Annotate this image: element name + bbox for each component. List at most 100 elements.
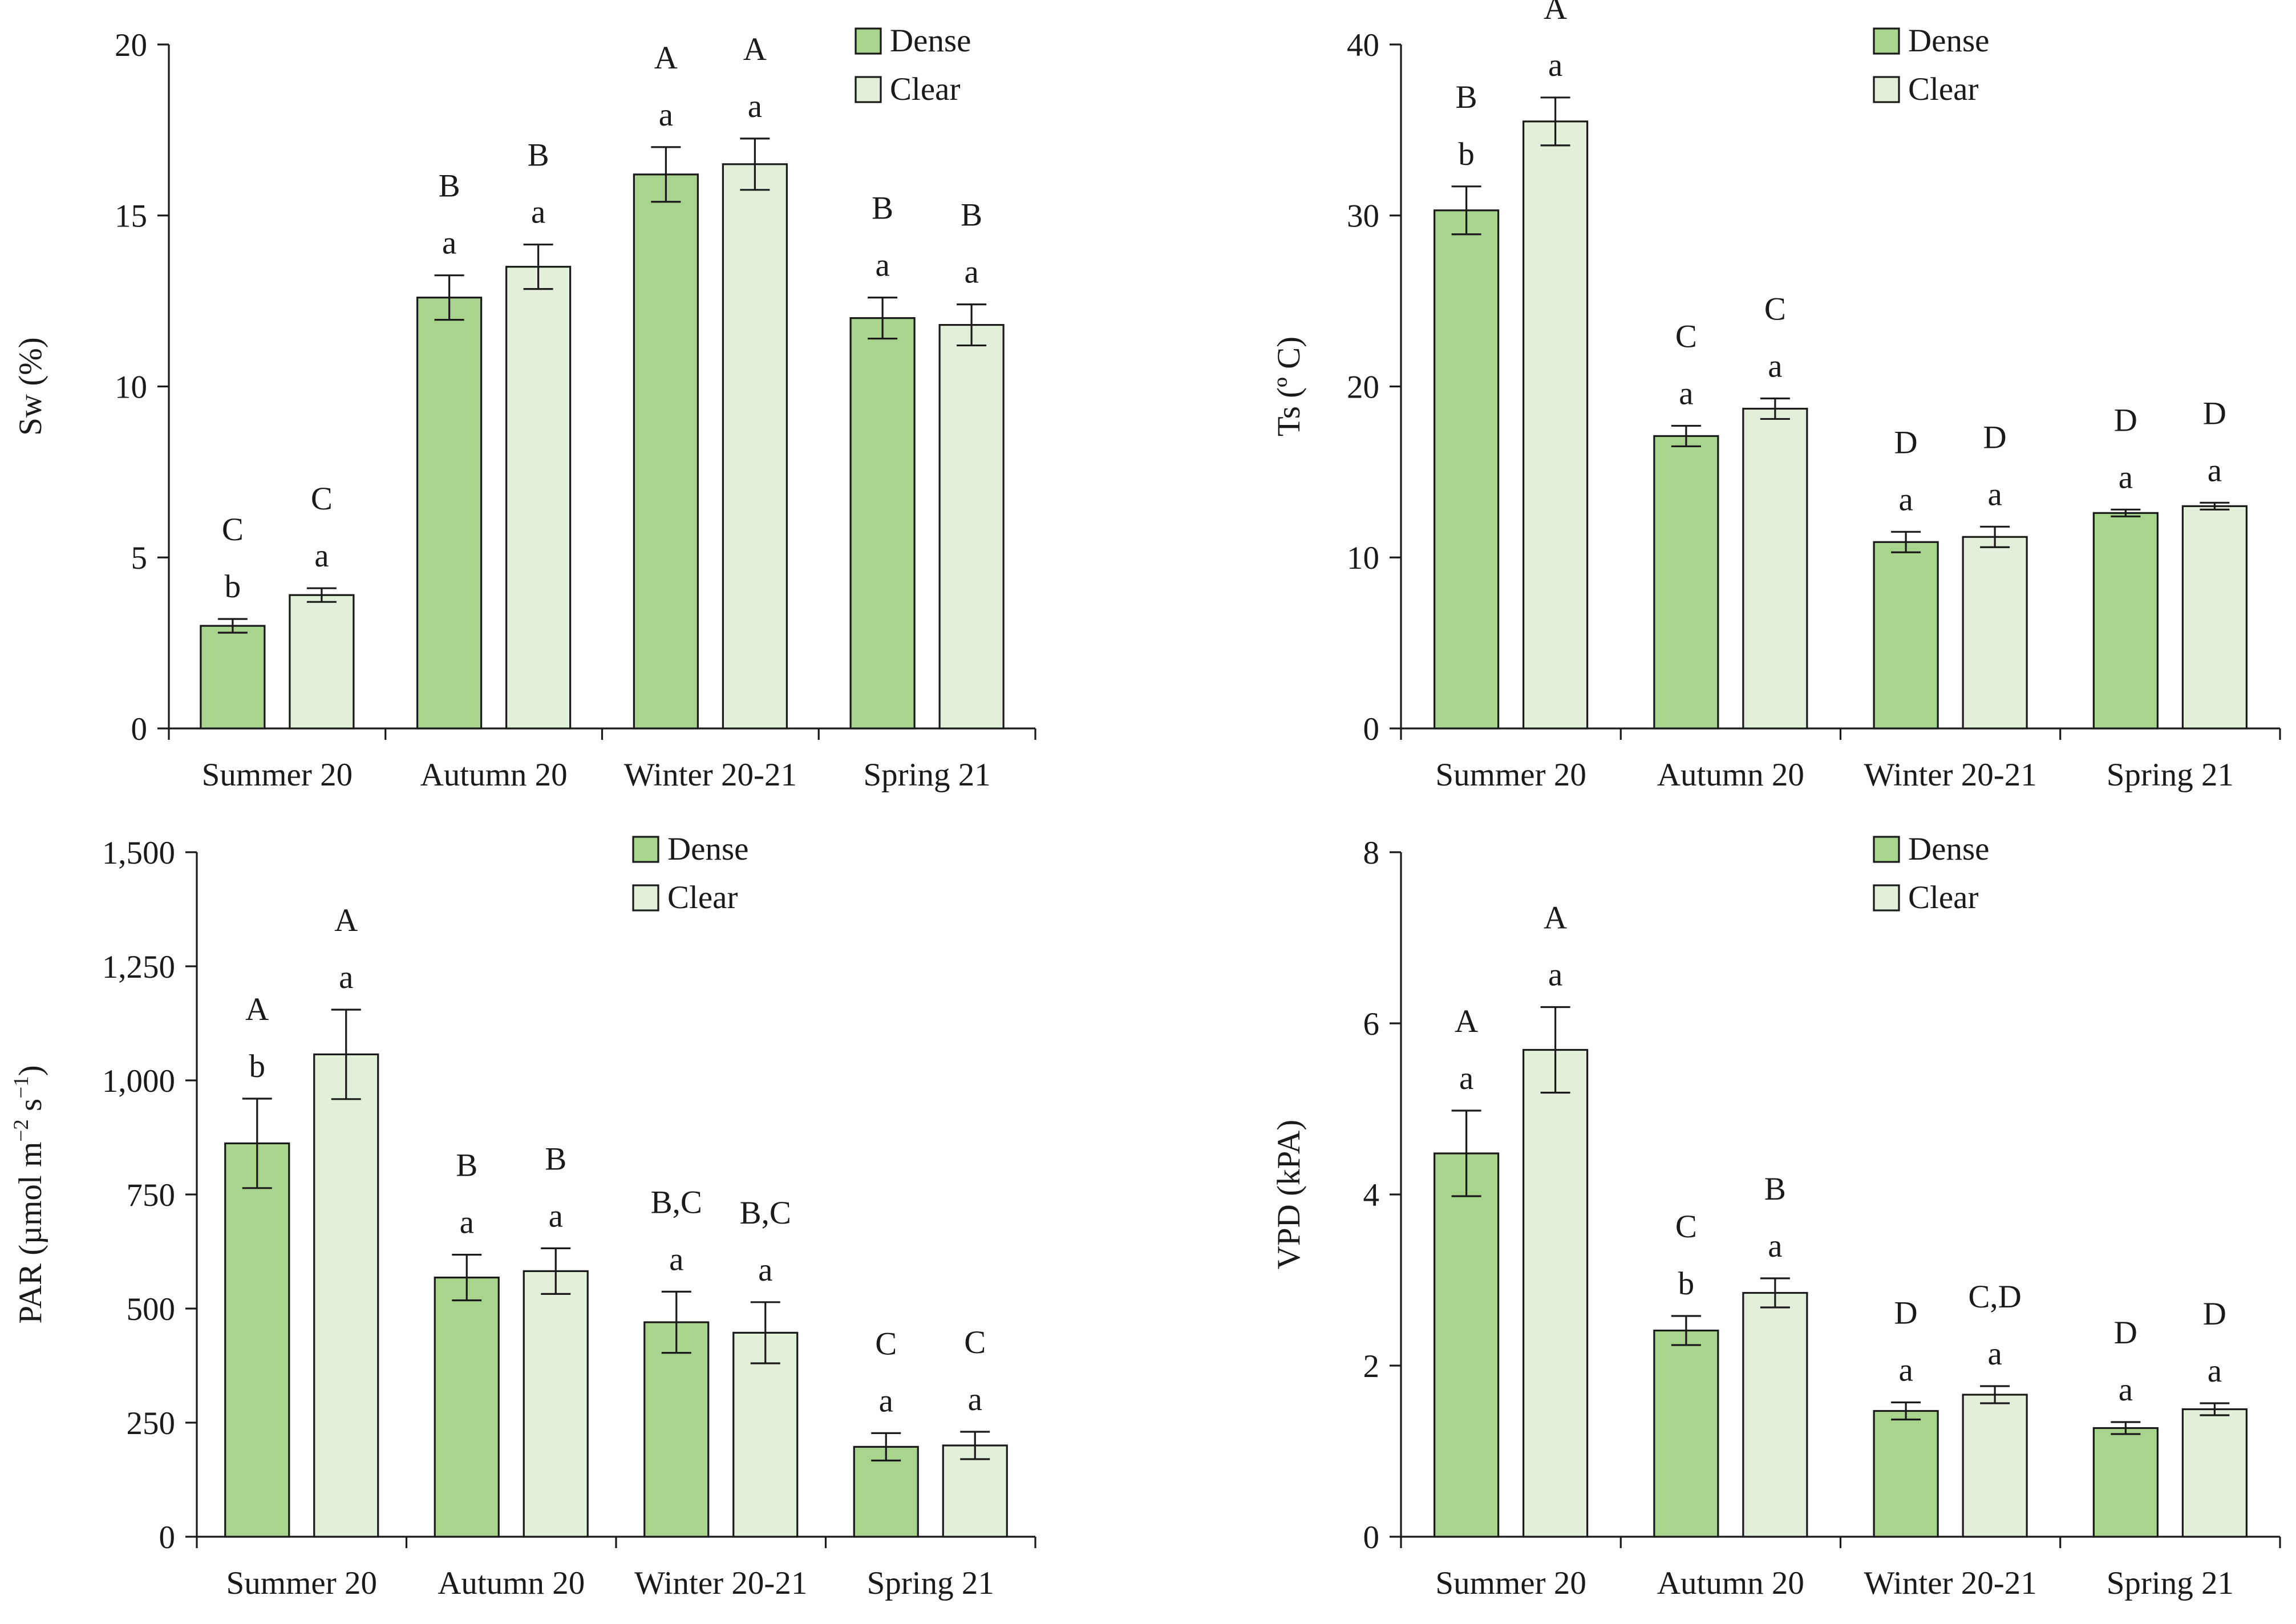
- significance-lowercase: a: [1987, 476, 2002, 512]
- x-category-label: Summer 20: [226, 1565, 377, 1601]
- significance-uppercase: B: [1456, 79, 1477, 115]
- y-axis-label: Ts (º C): [1271, 337, 1307, 436]
- bar-dense: [434, 1277, 500, 1538]
- significance-uppercase: D: [1983, 419, 2007, 455]
- significance-lowercase: a: [964, 254, 978, 290]
- bar-clear: [1742, 407, 1808, 730]
- y-axis-label-superscript: −2: [10, 1119, 33, 1141]
- bar-clear: [732, 1331, 799, 1538]
- significance-lowercase: a: [875, 248, 889, 284]
- y-tick-label: 6: [1363, 1006, 1380, 1042]
- x-category-label: Spring 21: [2107, 1565, 2234, 1601]
- x-category-label: Autumn 20: [438, 1565, 585, 1601]
- y-tick-label: 4: [1363, 1177, 1380, 1213]
- x-category-label: Autumn 20: [420, 757, 568, 793]
- y-tick-label: 750: [127, 1177, 176, 1213]
- significance-lowercase: a: [442, 225, 456, 261]
- y-axis-label-part: ): [13, 1065, 48, 1076]
- y-tick-label: 30: [1347, 199, 1379, 234]
- bar-clear: [1522, 120, 1589, 730]
- x-category-label: Winter 20-21: [624, 757, 797, 793]
- legend-swatch-clear: [1873, 76, 1900, 103]
- significance-uppercase: A: [1544, 900, 1567, 936]
- significance-lowercase: a: [549, 1198, 563, 1234]
- x-category-label: Summer 20: [202, 757, 353, 793]
- chart-ts: 0 10 20 30 40 Summer 20 Autumn 20 Winter 20-21 S…: [1271, 0, 2281, 793]
- bar-dense: [2092, 512, 2159, 730]
- significance-uppercase: C: [311, 481, 333, 517]
- x-category-label: Autumn 20: [1657, 1565, 1804, 1601]
- y-axis-label: PAR (µmol m−2 s−1): [10, 1065, 48, 1323]
- bar-dense: [1434, 209, 1500, 730]
- significance-uppercase: B: [456, 1148, 477, 1184]
- y-tick-label: 0: [131, 711, 148, 747]
- y-tick-label: 8: [1363, 835, 1380, 871]
- significance-uppercase: C: [1764, 291, 1786, 327]
- bar-dense: [643, 1321, 710, 1538]
- significance-uppercase: A: [654, 40, 678, 76]
- significance-uppercase: C: [875, 1326, 897, 1362]
- legend-swatch-clear: [855, 76, 882, 103]
- significance-lowercase: a: [1679, 375, 1693, 411]
- significance-lowercase: b: [1678, 1266, 1695, 1302]
- y-tick-label: 250: [127, 1406, 176, 1441]
- significance-lowercase: a: [659, 97, 673, 133]
- x-category-label: Spring 21: [2107, 757, 2234, 793]
- bar-dense: [224, 1142, 290, 1538]
- significance-uppercase: A: [334, 902, 358, 938]
- y-axis-label-part: s: [13, 1099, 48, 1119]
- significance-lowercase: b: [225, 569, 241, 605]
- significance-uppercase: C: [1675, 1209, 1697, 1245]
- significance-lowercase: a: [1898, 481, 1913, 517]
- significance-uppercase: B: [1764, 1171, 1786, 1207]
- y-tick-label: 1,000: [102, 1063, 175, 1099]
- x-category-label: Winter 20-21: [1864, 757, 2037, 793]
- significance-lowercase: a: [1459, 1060, 1473, 1096]
- significance-uppercase: B: [872, 191, 893, 226]
- significance-uppercase: C: [222, 512, 244, 548]
- y-axis-label: VPD (kPA): [1271, 1120, 1307, 1269]
- bar-clear: [1522, 1048, 1589, 1538]
- y-tick-label: 0: [159, 1520, 176, 1556]
- significance-uppercase: D: [1894, 424, 1918, 460]
- bar-dense: [1653, 1329, 1719, 1538]
- bar-clear: [2181, 1408, 2248, 1538]
- bar-clear: [289, 594, 355, 730]
- bar-clear: [523, 1270, 589, 1538]
- y-tick-label: 0: [1363, 711, 1380, 747]
- x-category-label: Winter 20-21: [634, 1565, 807, 1601]
- significance-uppercase: B: [961, 197, 982, 233]
- significance-lowercase: b: [249, 1048, 266, 1084]
- significance-lowercase: a: [339, 959, 353, 995]
- y-tick-label: 20: [1347, 369, 1379, 405]
- y-tick-label: 0: [1363, 1520, 1380, 1556]
- y-tick-label: 1,500: [102, 835, 175, 871]
- x-category-label: Autumn 20: [1657, 757, 1804, 793]
- significance-uppercase: C: [1675, 318, 1697, 354]
- bar-dense: [1873, 1410, 1939, 1538]
- bar-clear: [313, 1053, 379, 1538]
- significance-uppercase: C,D: [1968, 1279, 2021, 1315]
- bar-clear: [1962, 536, 2028, 730]
- legend-swatch-dense: [1873, 27, 1900, 55]
- bar-dense: [1873, 541, 1939, 730]
- legend-label-dense: Dense: [667, 831, 748, 867]
- significance-uppercase: A: [1544, 0, 1567, 26]
- legend-label-dense: Dense: [1908, 831, 1989, 867]
- y-tick-label: 500: [127, 1291, 176, 1327]
- legend-label-dense: Dense: [1908, 23, 1989, 59]
- significance-lowercase: a: [1548, 957, 1562, 993]
- legend-label-clear: Clear: [890, 71, 960, 107]
- significance-uppercase: B: [545, 1141, 566, 1177]
- legend-swatch-clear: [632, 884, 659, 912]
- significance-lowercase: a: [2119, 459, 2133, 495]
- bar-clear: [938, 323, 1005, 730]
- significance-uppercase: D: [1894, 1295, 1918, 1331]
- significance-lowercase: a: [968, 1382, 982, 1418]
- significance-lowercase: a: [1548, 47, 1562, 83]
- y-axis-label-superscript: −1: [10, 1076, 33, 1098]
- y-tick-label: 1,250: [102, 949, 175, 985]
- significance-lowercase: a: [2208, 1353, 2222, 1389]
- bar-dense: [633, 173, 699, 730]
